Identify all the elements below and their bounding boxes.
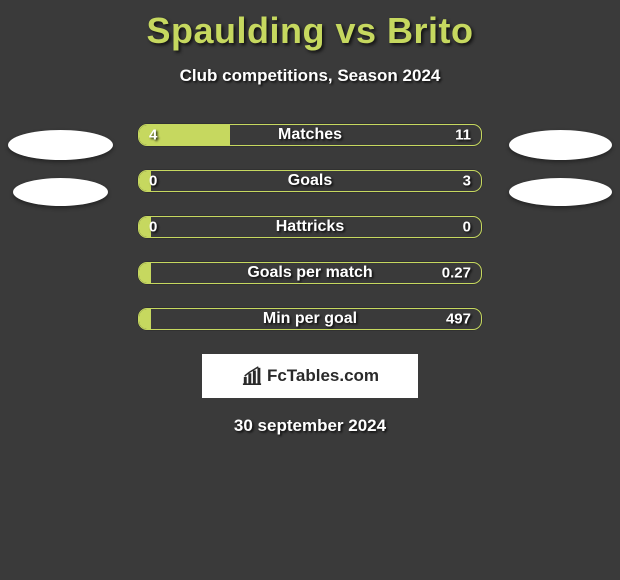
stat-bar: 0Goals3 <box>138 170 482 192</box>
stat-value-left: 4 <box>149 127 157 144</box>
left-club-logos <box>8 130 113 206</box>
stat-bar: Min per goal497 <box>138 308 482 330</box>
page-subtitle: Club competitions, Season 2024 <box>0 66 620 86</box>
bar-chart-icon <box>241 366 263 386</box>
stat-bar: 0Hattricks0 <box>138 216 482 238</box>
date-text: 30 september 2024 <box>0 416 620 436</box>
stat-label: Goals per match <box>139 264 481 282</box>
stat-value-right: 0.27 <box>442 265 471 282</box>
stat-value-right: 3 <box>463 173 471 190</box>
stat-bar-fill-left <box>139 263 151 283</box>
stat-label: Min per goal <box>139 310 481 328</box>
comparison-infographic: Spaulding vs Brito Club competitions, Se… <box>0 10 620 580</box>
stat-label: Goals <box>139 172 481 190</box>
right-club-logo-2 <box>509 178 612 206</box>
right-club-logo-1 <box>509 130 612 160</box>
right-club-logos <box>509 130 612 206</box>
left-club-logo-1 <box>8 130 113 160</box>
stat-value-right: 11 <box>455 127 471 144</box>
stat-value-left: 0 <box>149 219 157 236</box>
stat-value-left: 0 <box>149 173 157 190</box>
stat-bar: 4Matches11 <box>138 124 482 146</box>
stat-bar-fill-left <box>139 309 151 329</box>
page-title: Spaulding vs Brito <box>0 10 620 52</box>
stat-value-right: 497 <box>446 311 471 328</box>
stat-label: Hattricks <box>139 218 481 236</box>
brand-box: FcTables.com <box>202 354 418 398</box>
stat-value-right: 0 <box>463 219 471 236</box>
left-club-logo-2 <box>13 178 108 206</box>
brand-text: FcTables.com <box>267 366 379 386</box>
stat-bar: Goals per match0.27 <box>138 262 482 284</box>
